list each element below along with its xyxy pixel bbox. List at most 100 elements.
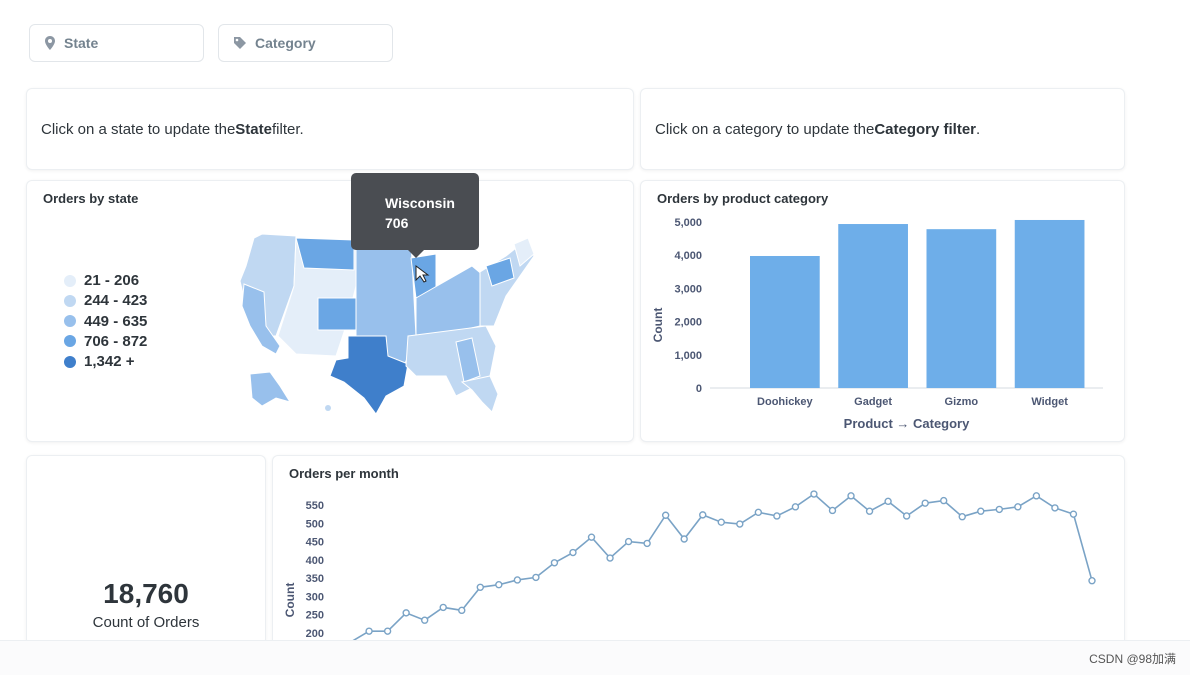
category-filter[interactable]: Category	[218, 24, 393, 62]
map-state-georgia[interactable]	[455, 337, 481, 383]
line-point[interactable]	[754, 508, 763, 517]
category-instruction-card: Click on a category to update the Catego…	[640, 88, 1125, 170]
scalar-value: 18,760	[103, 578, 189, 609]
line-point[interactable]	[884, 497, 892, 506]
bar[interactable]	[926, 229, 997, 388]
line-point[interactable]	[977, 507, 985, 515]
map-state-california[interactable]	[241, 283, 281, 355]
state-filter-label: State	[64, 35, 99, 51]
cursor-icon	[415, 265, 430, 283]
map-state-florida[interactable]	[460, 375, 499, 413]
scalar-label: Count of Orders	[92, 614, 200, 631]
line-point[interactable]	[495, 581, 503, 589]
us-map[interactable]	[236, 226, 536, 416]
line-point[interactable]	[921, 499, 929, 507]
line-point[interactable]	[402, 609, 410, 617]
orders-per-month-card: Orders per month	[272, 455, 1125, 655]
legend-label: 449 - 635	[84, 312, 148, 330]
state-instruction-prefix: Click on a state to update the	[41, 120, 236, 138]
bottom-bar	[0, 640, 1190, 675]
line-y-tick: 200	[306, 628, 324, 640]
line-point[interactable]	[1032, 492, 1041, 500]
location-pin-icon	[45, 36, 55, 50]
line-point[interactable]	[420, 616, 429, 624]
line-point[interactable]	[1014, 503, 1022, 511]
line-point[interactable]	[550, 559, 559, 567]
tooltip-value: 706	[385, 215, 409, 231]
bar-y-tick: 1,000	[674, 350, 702, 362]
map-state-new-york[interactable]	[485, 257, 515, 287]
line-point[interactable]	[532, 573, 540, 582]
line-y-label: Count	[283, 583, 297, 618]
line-point[interactable]	[773, 512, 781, 520]
map-tooltip: Wisconsin 706	[351, 173, 479, 258]
line-point[interactable]	[865, 507, 874, 515]
line-point[interactable]	[1088, 577, 1096, 585]
line-chart: 200 250 300 350 400 450 500 550 Count	[283, 490, 1096, 640]
line-y-tick: 300	[306, 591, 324, 603]
line-point[interactable]	[624, 537, 633, 546]
line-point[interactable]	[699, 511, 707, 519]
legend-item: 706 - 872	[64, 333, 147, 350]
legend-swatch	[64, 274, 76, 287]
line-point[interactable]	[902, 512, 911, 520]
tooltip-state: Wisconsin	[385, 195, 455, 211]
bar-y-tick: 4,000	[674, 250, 702, 262]
map-state-colorado[interactable]	[317, 297, 357, 331]
line-point[interactable]	[458, 606, 466, 615]
map-state-alaska[interactable]	[249, 371, 292, 407]
watermark: CSDN @98加满	[1089, 652, 1176, 666]
line-point[interactable]	[661, 511, 670, 519]
line-point[interactable]	[958, 513, 966, 521]
map-state-maine[interactable]	[513, 237, 535, 267]
line-point[interactable]	[791, 503, 800, 511]
legend-item: 21 - 206	[64, 272, 139, 289]
bar-x-tick: Gadget	[854, 396, 892, 408]
category-instruction-suffix: .	[976, 120, 981, 138]
state-instruction-suffix: filter.	[271, 120, 304, 138]
legend-item: 244 - 423	[64, 292, 147, 309]
line-point[interactable]	[365, 627, 373, 635]
line-point[interactable]	[828, 506, 837, 515]
line-point[interactable]	[513, 576, 522, 584]
category-instruction-prefix: Click on a category to update the	[655, 120, 875, 138]
bar-y-tick: 0	[696, 383, 702, 395]
category-filter-label: Category	[255, 35, 316, 51]
bar-y-tick: 3,000	[674, 283, 702, 295]
legend-item: 449 - 635	[64, 313, 147, 330]
map-state-hawaii[interactable]	[325, 405, 331, 411]
line-point[interactable]	[717, 518, 725, 526]
line-point[interactable]	[476, 583, 484, 591]
bar-x-label: Product → Category	[844, 416, 970, 431]
state-instruction-card: Click on a state to update the State fil…	[26, 88, 634, 170]
bar[interactable]	[838, 224, 908, 388]
line-point[interactable]	[680, 535, 688, 543]
legend-label: 244 - 423	[84, 292, 148, 310]
bar-y-tick: 5,000	[674, 217, 702, 229]
line-point[interactable]	[736, 520, 744, 528]
count-of-orders-card: 18,760 Count of Orders	[26, 455, 266, 645]
legend-label: 21 - 206	[84, 272, 140, 289]
map-state-texas[interactable]	[329, 335, 409, 415]
line-series	[352, 493, 1093, 640]
state-instruction-bold: State	[235, 120, 272, 138]
line-point[interactable]	[1051, 504, 1059, 512]
map-title: Orders by state	[43, 191, 139, 206]
line-point[interactable]	[847, 492, 855, 500]
line-y-tick: 450	[306, 537, 324, 549]
line-point[interactable]	[569, 548, 577, 557]
bar[interactable]	[750, 255, 820, 388]
line-point[interactable]	[1069, 510, 1078, 518]
line-point[interactable]	[606, 554, 614, 562]
map-state-montana[interactable]	[295, 237, 355, 271]
line-point[interactable]	[587, 533, 596, 541]
line-point[interactable]	[643, 539, 651, 548]
bar-x-tick: Gizmo	[945, 396, 979, 408]
line-point[interactable]	[940, 496, 948, 505]
bar[interactable]	[1014, 219, 1085, 388]
line-point[interactable]	[439, 603, 447, 612]
line-point[interactable]	[383, 627, 392, 635]
line-point[interactable]	[810, 490, 818, 498]
line-point[interactable]	[995, 505, 1004, 514]
state-filter[interactable]: State	[29, 24, 204, 62]
